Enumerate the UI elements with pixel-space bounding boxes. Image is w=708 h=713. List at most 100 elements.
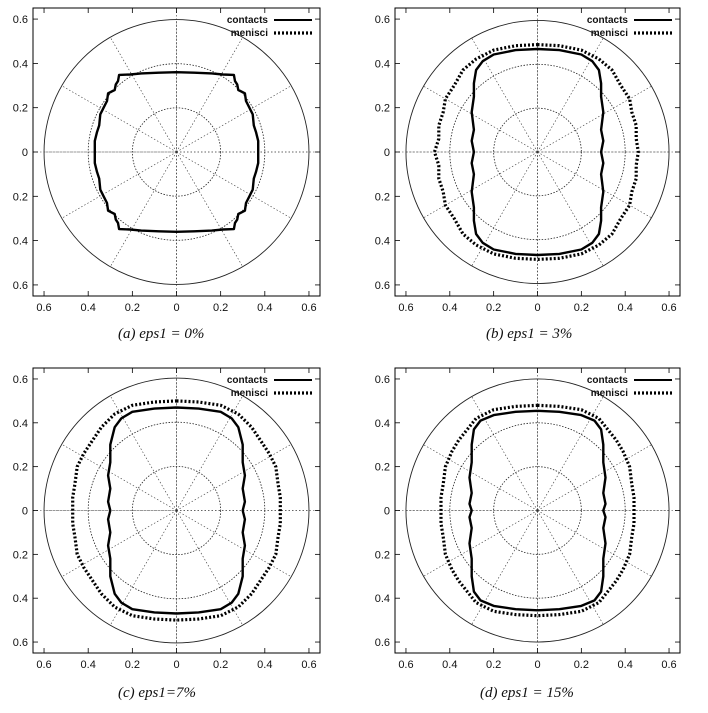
panel-b: 0.6 0.6 0.4 0.4 0.2 0.2 0 0 0.2 0.2 0.4 0.4 0.6 0.6 co… <box>362 0 708 356</box>
grid-spoke <box>176 444 292 511</box>
legend-label-contacts: contacts <box>227 375 269 386</box>
series-contacts <box>93 71 260 233</box>
y-tick-label: 0.2 <box>13 191 28 203</box>
grid-spoke <box>110 395 177 511</box>
series-menisci <box>432 43 640 261</box>
grid-spoke <box>423 444 538 511</box>
grid-spoke <box>176 151 292 219</box>
panel-c: 0.6 0.6 0.4 0.4 0.2 0.2 0 0 0.2 0.2 0.4 0.4 0.6 0.6 co… <box>0 360 354 713</box>
y-tick-label: 0 <box>22 506 28 518</box>
y-tick-label: 0.2 <box>13 462 28 474</box>
x-tick-label: 0 <box>534 302 540 314</box>
y-tick-label: 0.2 <box>375 549 390 561</box>
caption-b: (b) eps1 = 3% <box>486 326 573 342</box>
y-tick-label: 0.2 <box>13 549 28 561</box>
legend-label-menisci: menisci <box>231 28 268 39</box>
grid-spoke <box>110 510 177 626</box>
y-tick-label: 0.2 <box>13 103 28 115</box>
legend-label-contacts: contacts <box>587 375 629 386</box>
grid-spoke <box>423 151 538 219</box>
y-tick-label: 0.4 <box>13 418 28 430</box>
y-tick-label: 0.2 <box>375 103 390 115</box>
x-tick-label: 0.6 <box>661 659 676 671</box>
grid-spoke <box>176 395 243 511</box>
x-tick-label: 0.6 <box>398 302 413 314</box>
x-tick-label: 0.2 <box>125 302 140 314</box>
x-tick-label: 0.2 <box>574 302 589 314</box>
y-tick-label: 0.6 <box>13 14 28 26</box>
grid-spoke <box>423 85 538 153</box>
grid-spoke <box>176 85 292 153</box>
grid-spoke <box>61 510 177 577</box>
panel-a: 0.6 0.6 0.4 0.4 0.2 0.2 0 0 0.2 0.2 0.4 0.4 0.6 0.6 co… <box>0 0 354 356</box>
y-tick-label: 0.4 <box>375 58 390 70</box>
grid-spoke <box>61 444 177 511</box>
grid-spoke <box>537 444 652 511</box>
y-tick-label: 0 <box>384 147 390 159</box>
y-tick-label: 0 <box>384 506 390 518</box>
legend-label-menisci: menisci <box>231 388 268 399</box>
series-menisci <box>71 399 282 622</box>
legend-label-menisci: menisci <box>591 388 628 399</box>
chart-a: 0.6 0.6 0.4 0.4 0.2 0.2 0 0 0.2 0.2 0.4 0.4 0.6 0.6 co… <box>13 7 321 314</box>
y-tick-label: 0.2 <box>375 462 390 474</box>
grid-spoke <box>110 37 177 153</box>
y-tick-label: 0.4 <box>13 58 28 70</box>
y-tick-label: 0.6 <box>13 637 28 649</box>
chart-d: 0.6 0.6 0.4 0.4 0.2 0.2 0 0 0.2 0.2 0.4 0.4 0.6 0.6 co… <box>375 367 681 671</box>
grid-spoke <box>110 151 177 267</box>
x-tick-label: 0.6 <box>398 659 413 671</box>
chart-c: 0.6 0.6 0.4 0.4 0.2 0.2 0 0 0.2 0.2 0.4 0.4 0.6 0.6 co… <box>13 367 321 671</box>
y-tick-label: 0 <box>22 147 28 159</box>
y-tick-label: 0.4 <box>13 236 28 248</box>
grid-spoke <box>537 510 652 577</box>
x-tick-label: 0.2 <box>213 659 228 671</box>
grid-spoke <box>176 151 243 267</box>
series-contacts <box>468 409 607 612</box>
y-tick-label: 0.4 <box>375 236 390 248</box>
y-tick-label: 0.6 <box>375 637 390 649</box>
grid-spoke <box>423 510 538 577</box>
chart-b: 0.6 0.6 0.4 0.4 0.2 0.2 0 0 0.2 0.2 0.4 0.4 0.6 0.6 co… <box>375 7 681 314</box>
y-tick-label: 0.6 <box>375 14 390 26</box>
grid-spoke <box>471 151 538 267</box>
grid-spoke <box>61 151 177 219</box>
x-tick-label: 0 <box>534 659 540 671</box>
y-tick-label: 0.4 <box>375 418 390 430</box>
y-tick-label: 0.6 <box>13 374 28 386</box>
x-tick-label: 0.4 <box>257 659 272 671</box>
grid-spoke <box>176 510 292 577</box>
x-tick-label: 0.6 <box>301 659 316 671</box>
x-tick-label: 0.4 <box>81 302 96 314</box>
caption-a: (a) eps1 = 0% <box>118 326 205 342</box>
caption-d: (d) eps1 = 15% <box>480 685 574 701</box>
y-tick-label: 0.6 <box>375 374 390 386</box>
panel-d: 0.6 0.6 0.4 0.4 0.2 0.2 0 0 0.2 0.2 0.4 0.4 0.6 0.6 co… <box>362 360 708 713</box>
grid-spoke <box>537 510 604 625</box>
y-tick-label: 0.6 <box>13 280 28 292</box>
y-tick-label: 0.4 <box>13 593 28 605</box>
x-tick-label: 0 <box>173 659 179 671</box>
x-tick-label: 0.4 <box>442 659 457 671</box>
grid-spoke <box>176 510 243 626</box>
legend-label-contacts: contacts <box>587 15 629 26</box>
x-tick-label: 0.4 <box>618 302 633 314</box>
series-contacts <box>106 406 247 615</box>
x-tick-label: 0.6 <box>661 302 676 314</box>
x-tick-label: 0.2 <box>125 659 140 671</box>
x-tick-label: 0 <box>173 302 179 314</box>
grid-spoke <box>471 510 538 625</box>
x-tick-label: 0.6 <box>36 302 51 314</box>
caption-c: (c) eps1=7% <box>118 685 197 701</box>
x-tick-label: 0.6 <box>301 302 316 314</box>
x-tick-label: 0.2 <box>574 659 589 671</box>
x-tick-label: 0.2 <box>486 302 501 314</box>
grid-spoke <box>61 85 177 153</box>
x-tick-label: 0.2 <box>213 302 228 314</box>
x-tick-label: 0.6 <box>36 659 51 671</box>
x-tick-label: 0.4 <box>618 659 633 671</box>
y-tick-label: 0.2 <box>375 191 390 203</box>
x-tick-label: 0.4 <box>81 659 96 671</box>
legend-label-menisci: menisci <box>591 28 628 39</box>
series-contacts <box>470 47 605 257</box>
